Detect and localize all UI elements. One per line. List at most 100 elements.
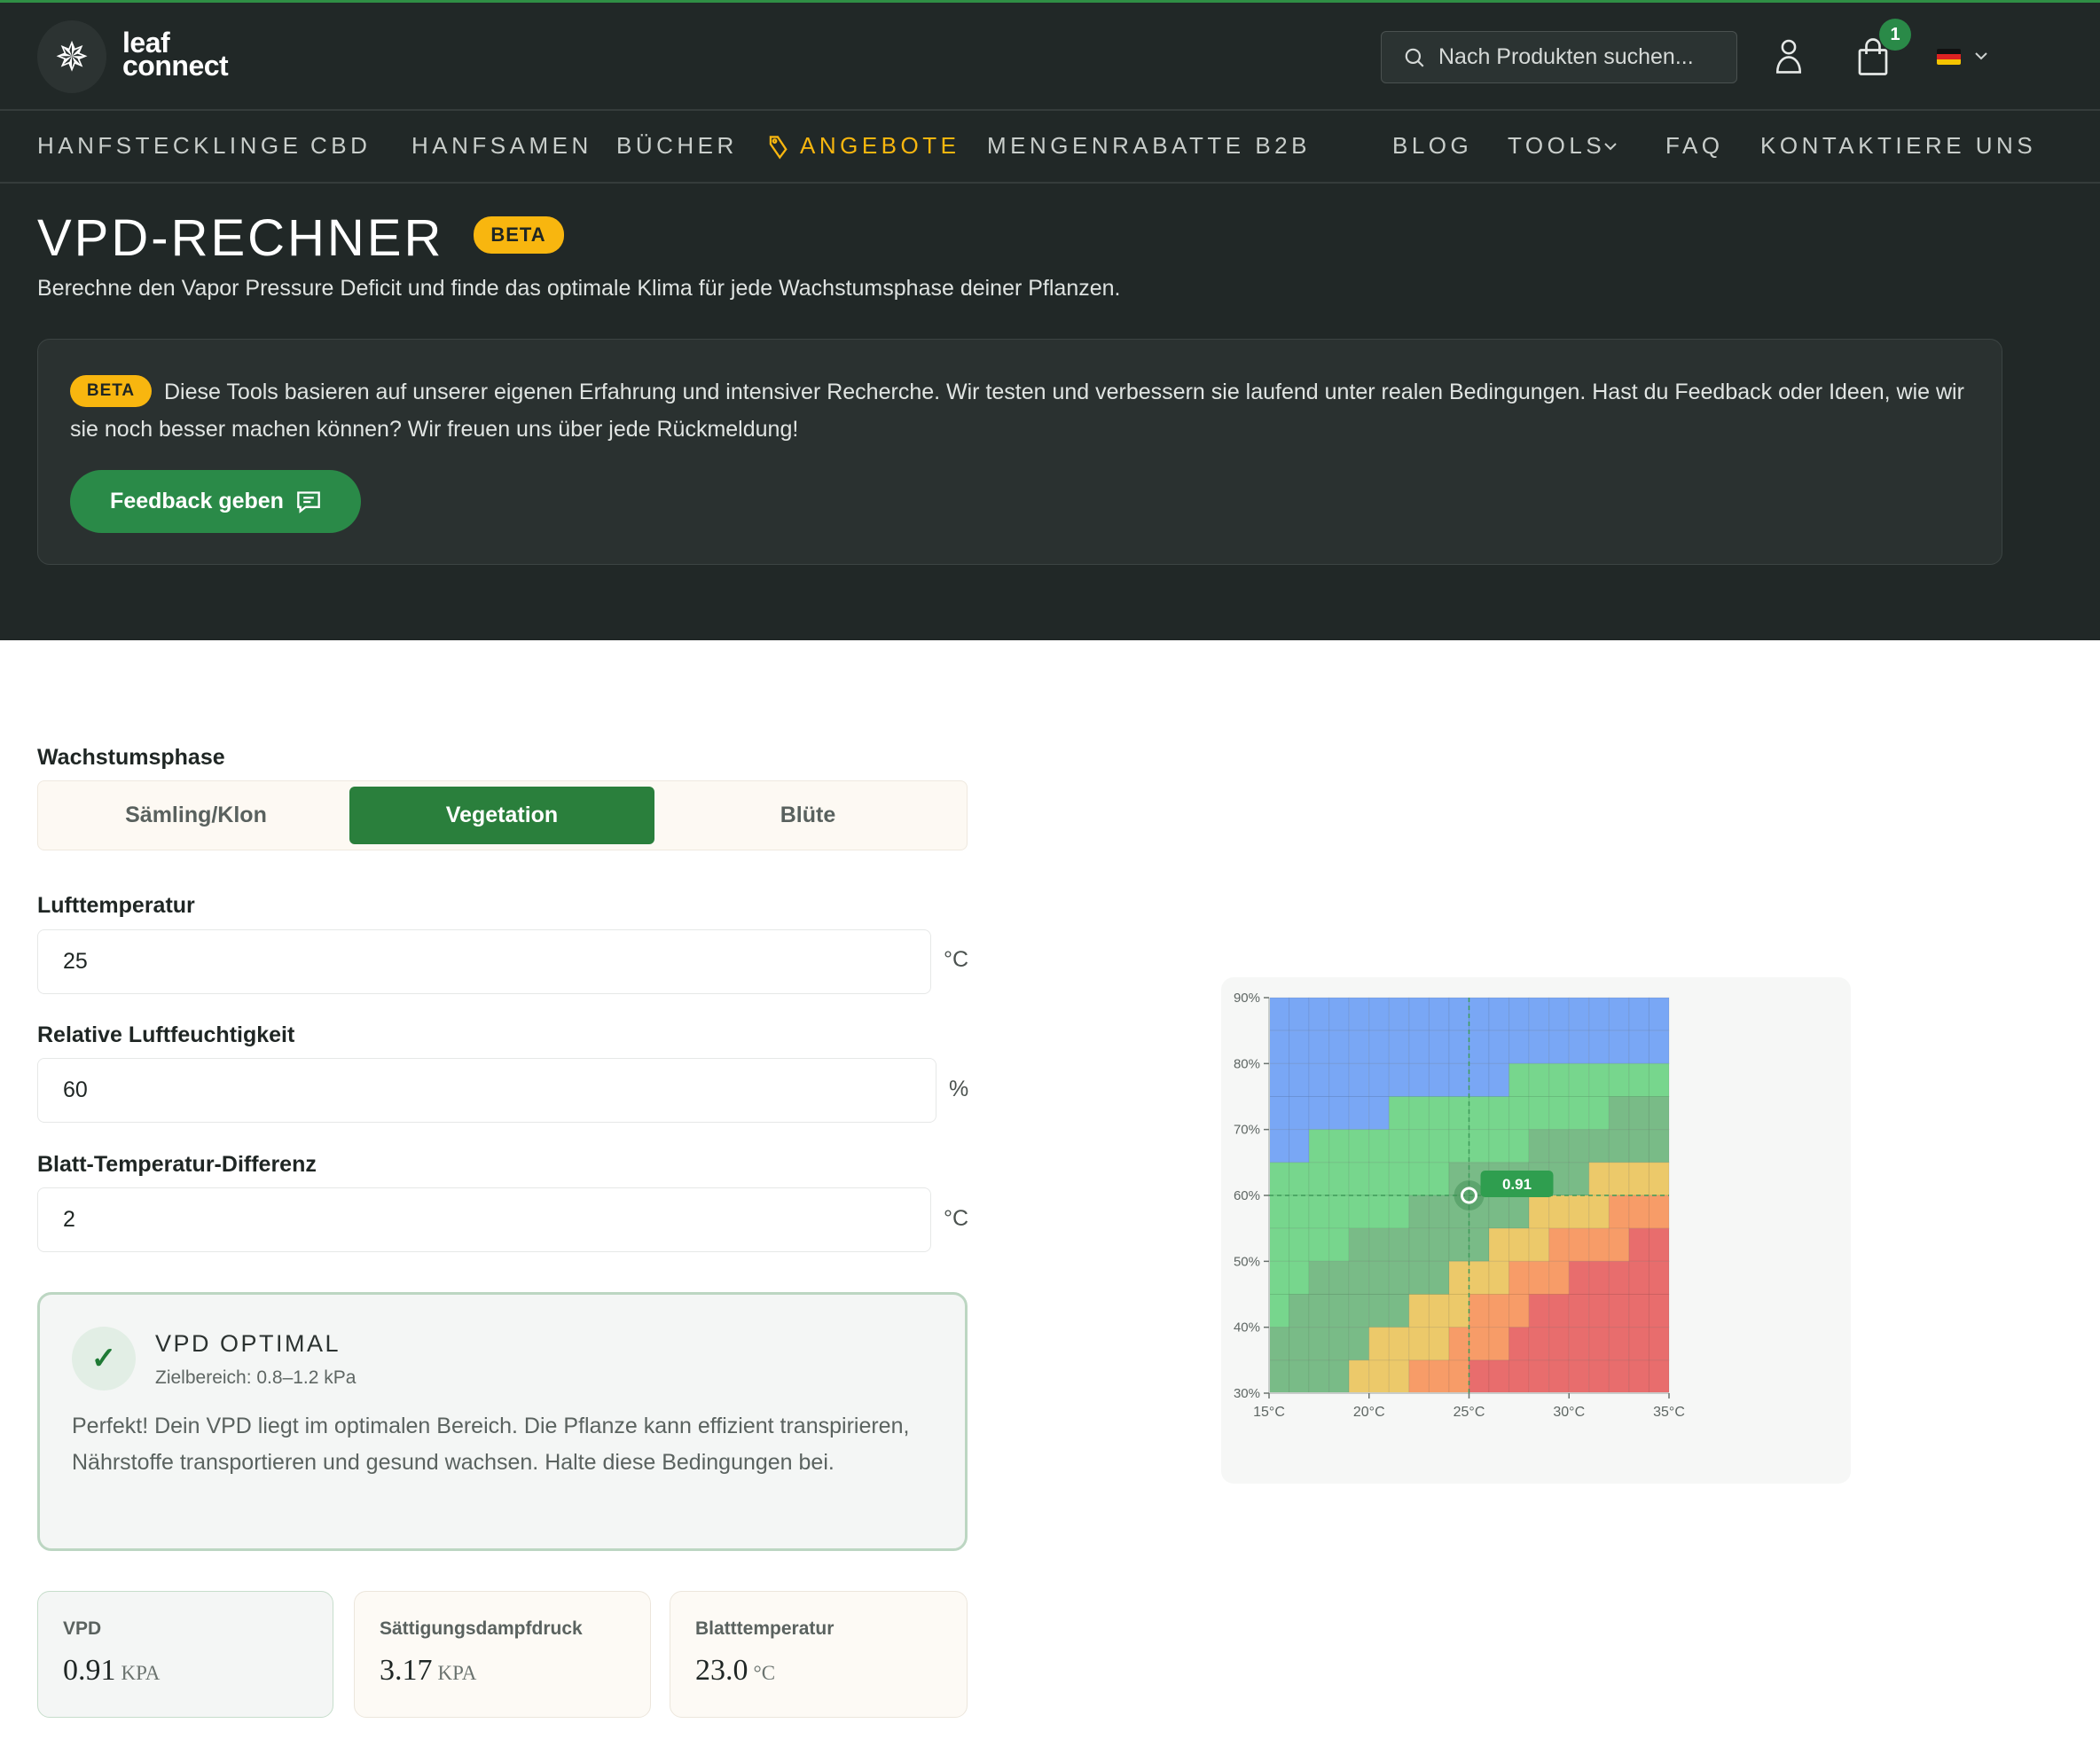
nav-faq[interactable]: FAQ	[1665, 132, 1724, 159]
stat-value: 3.17	[380, 1654, 433, 1687]
heatmap-cell	[1448, 1227, 1470, 1262]
heatmap-cell	[1289, 997, 1310, 1031]
logo-leaf-icon[interactable]: ✵	[37, 20, 106, 93]
heatmap-cell	[1628, 1162, 1649, 1196]
x-tick-label: 25°C	[1454, 1405, 1485, 1420]
heatmap-cell	[1368, 1195, 1390, 1229]
heatmap-cell	[1648, 1227, 1670, 1262]
heatmap-cell	[1628, 1260, 1649, 1296]
heatmap-cell	[1289, 1162, 1310, 1196]
heatmap-cell	[1608, 1062, 1630, 1098]
heatmap-cell	[1568, 1227, 1590, 1262]
heatmap-cell	[1348, 1294, 1370, 1328]
nav-hanfsamen[interactable]: HANFSAMEN	[411, 132, 592, 159]
heatmap-cell	[1628, 1327, 1649, 1361]
heatmap-cell	[1628, 1062, 1649, 1098]
heatmap-cell	[1469, 1227, 1490, 1262]
heatmap-cell	[1348, 1096, 1370, 1131]
heatmap-cell	[1568, 1096, 1590, 1131]
phase-tab-vegetation[interactable]: Vegetation	[349, 787, 654, 844]
stat-label: VPD	[63, 1618, 102, 1639]
heatmap-cell	[1469, 1327, 1490, 1361]
user-icon[interactable]	[1774, 36, 1804, 75]
heatmap-cell	[1388, 997, 1410, 1031]
heatmap-cell	[1528, 1359, 1550, 1394]
heatmap-cell	[1308, 1227, 1330, 1262]
nav-cbd[interactable]: CBD	[310, 132, 372, 159]
heatmap-cell	[1488, 1294, 1510, 1328]
heatmap-cell	[1648, 1162, 1670, 1196]
y-tick-label: 50%	[1234, 1254, 1260, 1269]
heatmap-cell	[1448, 1062, 1470, 1098]
feedback-button[interactable]: Feedback geben	[70, 470, 361, 533]
heatmap-cell	[1368, 1294, 1390, 1328]
heatmap-cell	[1548, 1359, 1570, 1394]
nav-angebote[interactable]: ANGEBOTE	[800, 132, 960, 159]
logo-text[interactable]: leaf connect	[122, 28, 229, 80]
heatmap-cell	[1488, 1260, 1510, 1296]
phase-tab-bluete[interactable]: Blüte	[780, 803, 836, 827]
heatmap-cell	[1568, 1162, 1590, 1196]
heatmap-cell	[1388, 1260, 1410, 1296]
checkmark-icon: ✓	[72, 1327, 136, 1391]
phase-label: Wachstumsphase	[37, 745, 225, 770]
heatmap-cell	[1628, 1030, 1649, 1064]
heatmap-cell	[1448, 1030, 1470, 1064]
stat-label: Sättigungsdampfdruck	[380, 1618, 583, 1639]
temp-input[interactable]: 25	[37, 929, 931, 994]
heatmap-cell	[1469, 1030, 1490, 1064]
stat-value-row: 3.17 KPA	[380, 1654, 476, 1688]
marker-halo	[1454, 1180, 1485, 1210]
nav-hanfstecklinge[interactable]: HANFSTECKLINGE	[37, 132, 302, 159]
rh-label: Relative Luftfeuchtigkeit	[37, 1022, 295, 1047]
german-flag-icon[interactable]	[1937, 49, 1961, 65]
phase-tab-saemling[interactable]: Sämling/Klon	[125, 803, 267, 827]
x-tick-label: 20°C	[1353, 1405, 1385, 1420]
beta-badge: BETA	[473, 215, 564, 254]
leaf-diff-input[interactable]: 2	[37, 1187, 931, 1252]
heatmap-cell	[1408, 1294, 1430, 1328]
nav-blog[interactable]: BLOG	[1392, 132, 1473, 159]
heatmap-cell	[1608, 1327, 1630, 1361]
nav-buecher[interactable]: BÜCHER	[616, 132, 738, 159]
heatmap-cell	[1308, 1096, 1330, 1131]
heatmap-cell	[1548, 1260, 1570, 1296]
heatmap-cell	[1568, 1129, 1590, 1163]
heatmap-cell	[1428, 1260, 1450, 1296]
heatmap-cell	[1588, 1195, 1610, 1229]
search-input[interactable]: Nach Produkten suchen...	[1381, 31, 1737, 83]
heatmap-cell	[1428, 1030, 1450, 1064]
nav-mengenrabatte[interactable]: MENGENRABATTE B2B	[987, 132, 1311, 159]
heatmap-cell	[1388, 1195, 1410, 1229]
phase-segmented-control: Sämling/Klon Vegetation Blüte	[37, 780, 968, 850]
heatmap-cell	[1388, 1096, 1410, 1131]
heatmap-cell	[1289, 1327, 1310, 1361]
page-title-text: VPD-RECHNER	[37, 209, 444, 267]
language-chevron-down-icon[interactable]	[1974, 51, 1988, 61]
tools-chevron-down-icon[interactable]	[1603, 141, 1618, 152]
nav-tools[interactable]: TOOLS	[1508, 132, 1606, 159]
vpd-heatmap[interactable]: 15°C 20°C 25°C 30°C 35°C 90% 80% 70% 60% 50% 40% 30…	[1221, 977, 1851, 1484]
nav-kontakt[interactable]: KONTAKTIERE UNS	[1760, 132, 2037, 159]
heatmap-cell	[1268, 1227, 1290, 1262]
main-nav: HANFSTECKLINGE CBD HANFSAMEN BÜCHER ANGE…	[0, 111, 2100, 184]
beta-notice: BETA Diese Tools basieren auf unserer eig…	[37, 339, 2002, 565]
heatmap-cell	[1628, 997, 1649, 1031]
rh-input[interactable]: 60	[37, 1058, 936, 1123]
heatmap-cell	[1268, 1030, 1290, 1064]
heatmap-cell	[1528, 1227, 1550, 1262]
heatmap-cell	[1328, 1162, 1350, 1196]
heatmap-cell	[1428, 1195, 1450, 1229]
heatmap-cell	[1548, 1294, 1570, 1328]
heatmap-cell	[1488, 1195, 1510, 1229]
cart-bag-icon[interactable]	[1857, 38, 1889, 75]
heatmap-cell	[1508, 1227, 1530, 1262]
heatmap-cell	[1268, 1162, 1290, 1196]
heatmap-cell	[1368, 1030, 1390, 1064]
heatmap-cell	[1608, 997, 1630, 1031]
heatmap-cell	[1428, 1227, 1450, 1262]
heatmap-cell	[1469, 1062, 1490, 1098]
heatmap-cell	[1488, 1129, 1510, 1163]
stat-card-vpd: VPD 0.91 KPA	[37, 1591, 333, 1718]
stat-unit: KPA	[437, 1662, 477, 1684]
